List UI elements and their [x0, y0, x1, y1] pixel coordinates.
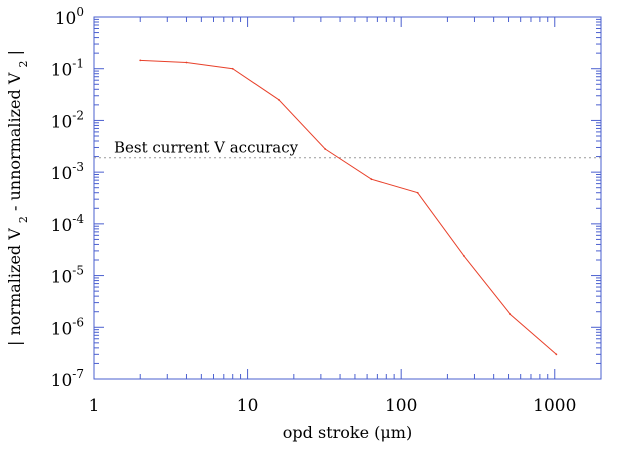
- y-tick-label-base: 10: [51, 371, 73, 391]
- y-tick-label: 10-2: [51, 108, 84, 132]
- y-tick-label-exponent: -5: [72, 264, 84, 278]
- plot-frame: [93, 16, 602, 380]
- series-point: [462, 255, 465, 257]
- ticks-group: [93, 16, 602, 380]
- y-tick-label: 10-5: [51, 264, 84, 288]
- y-tick-label-exponent: -1: [72, 57, 84, 71]
- plot-frame-group: [93, 16, 602, 380]
- series-line: [140, 59, 557, 355]
- y-tick-label-base: 10: [51, 164, 73, 184]
- y-tick-label-base: 10: [55, 9, 77, 29]
- y-tick-label-base: 10: [51, 268, 73, 288]
- y-tick-label-exponent: -3: [72, 160, 84, 174]
- y-axis-title-sub2: 2: [17, 60, 30, 67]
- series-point: [555, 353, 558, 356]
- reference-line-label: Best current V accuracy: [114, 139, 299, 157]
- x-tick-label: 100: [385, 396, 417, 416]
- y-tick-label-base: 10: [51, 216, 73, 236]
- y-tick-label: 10-7: [51, 367, 84, 391]
- x-tick-label: 1000: [533, 396, 576, 416]
- y-axis-title-open: |: [5, 341, 24, 346]
- y-tick-label-base: 10: [51, 319, 73, 339]
- series-point: [416, 191, 419, 194]
- series-point: [278, 98, 280, 101]
- y-axis-title: | normalized V 2 - unnormalized V 2 |: [5, 50, 30, 346]
- tick-labels-group: 1 10 100 100010010-110-210-310-410-510-610-…: [51, 5, 577, 416]
- x-axis-title: opd stroke (μm): [283, 423, 412, 442]
- y-tick-label-exponent: -2: [72, 108, 84, 122]
- y-tick-label-exponent: -6: [72, 315, 84, 329]
- y-tick-label-exponent: -4: [72, 212, 84, 226]
- y-tick-label: 10-6: [51, 315, 84, 339]
- y-tick-label: 10-4: [51, 212, 85, 236]
- series-point: [139, 59, 142, 62]
- x-tick-label: 10: [237, 396, 259, 416]
- series-point: [509, 313, 512, 315]
- y-tick-label-exponent: -7: [72, 367, 84, 381]
- y-axis-title-sub1: 2: [17, 216, 30, 223]
- series-group: [139, 59, 558, 356]
- y-axis-title-part2: - unnormalized V: [5, 72, 24, 211]
- x-tick-label: 1: [89, 396, 100, 416]
- y-tick-label-base: 10: [51, 61, 73, 81]
- y-tick-label-base: 10: [51, 112, 73, 132]
- series-point: [231, 67, 234, 70]
- y-tick-label: 100: [55, 5, 84, 29]
- series-point: [185, 61, 188, 64]
- series-point: [324, 148, 327, 150]
- y-tick-label: 10-1: [51, 57, 84, 81]
- y-axis-title-close: |: [5, 50, 24, 55]
- y-axis-title-part1: normalized V: [5, 228, 24, 336]
- y-tick-label: 10-3: [51, 160, 84, 184]
- series-point: [370, 178, 373, 181]
- y-tick-label-exponent: 0: [76, 5, 84, 19]
